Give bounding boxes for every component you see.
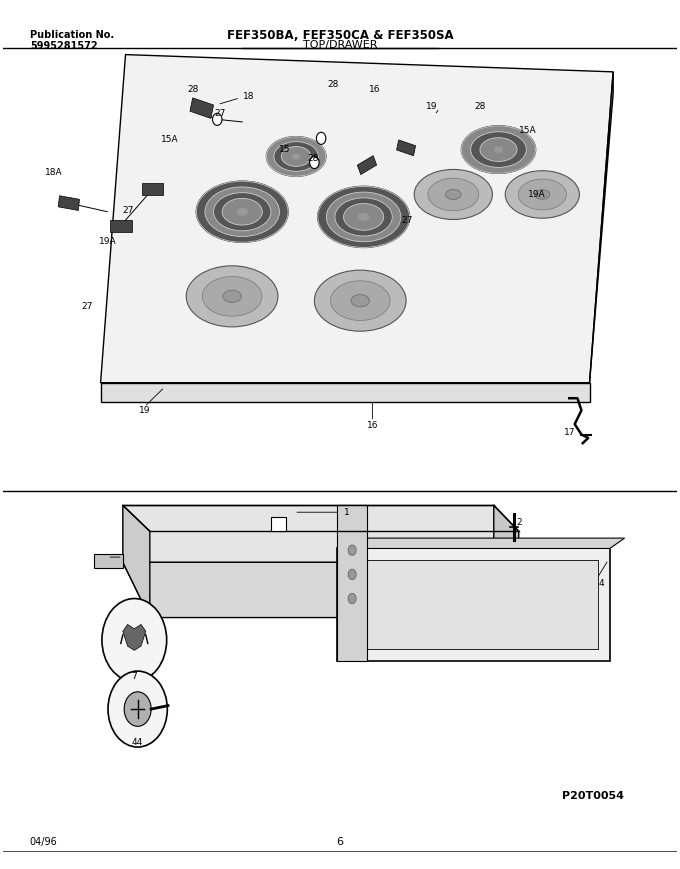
Ellipse shape (223, 290, 241, 302)
Ellipse shape (462, 126, 536, 173)
Ellipse shape (214, 193, 271, 231)
Ellipse shape (202, 276, 262, 316)
Text: 6: 6 (337, 837, 343, 847)
Polygon shape (337, 538, 625, 548)
Polygon shape (350, 560, 598, 648)
Circle shape (102, 599, 167, 681)
Polygon shape (494, 505, 519, 618)
Text: 27: 27 (122, 205, 133, 215)
Text: 18A: 18A (45, 168, 62, 176)
Ellipse shape (335, 198, 392, 236)
Polygon shape (123, 505, 494, 562)
Text: 19A: 19A (99, 236, 116, 246)
Bar (190, 98, 214, 118)
Text: 16: 16 (369, 84, 381, 94)
Ellipse shape (471, 132, 526, 168)
Ellipse shape (330, 281, 390, 321)
Text: 28: 28 (307, 154, 319, 163)
Polygon shape (101, 55, 613, 382)
Ellipse shape (326, 192, 401, 242)
Ellipse shape (505, 170, 579, 218)
Text: 28: 28 (328, 80, 339, 90)
Polygon shape (123, 562, 519, 618)
Text: 4: 4 (599, 579, 605, 587)
Text: 28: 28 (187, 84, 199, 94)
Bar (58, 196, 80, 210)
Ellipse shape (535, 189, 549, 199)
Text: Publication No.: Publication No. (30, 30, 114, 40)
Text: 28: 28 (475, 102, 486, 111)
Bar (271, 517, 286, 531)
Circle shape (316, 132, 326, 144)
Ellipse shape (494, 147, 503, 152)
Text: 1: 1 (344, 507, 350, 517)
Bar (357, 156, 377, 175)
Text: P20T0054: P20T0054 (562, 792, 624, 801)
Ellipse shape (205, 187, 279, 236)
Polygon shape (123, 625, 146, 650)
Text: 19: 19 (139, 406, 150, 415)
Ellipse shape (518, 179, 566, 210)
Text: 27: 27 (402, 216, 413, 225)
Ellipse shape (414, 169, 492, 220)
Bar (396, 140, 415, 156)
Text: 2: 2 (516, 518, 522, 527)
Polygon shape (123, 505, 150, 618)
Text: 15A: 15A (161, 135, 179, 143)
Ellipse shape (351, 295, 369, 307)
Circle shape (309, 156, 319, 169)
Text: 7: 7 (131, 672, 137, 680)
Ellipse shape (314, 270, 406, 331)
Text: 5995281572: 5995281572 (30, 41, 97, 50)
Ellipse shape (267, 136, 326, 176)
Ellipse shape (480, 137, 517, 162)
Text: 19A: 19A (528, 190, 546, 199)
Circle shape (348, 545, 356, 555)
Text: 04/96: 04/96 (30, 837, 58, 847)
Ellipse shape (282, 147, 311, 166)
Text: 16: 16 (367, 421, 378, 430)
Ellipse shape (318, 186, 409, 248)
Ellipse shape (462, 126, 536, 173)
Text: 15: 15 (279, 145, 290, 154)
Ellipse shape (267, 136, 326, 176)
Ellipse shape (318, 186, 409, 248)
Ellipse shape (428, 178, 479, 211)
Text: TOP/DRAWER: TOP/DRAWER (303, 40, 377, 50)
Ellipse shape (197, 182, 288, 242)
Ellipse shape (343, 203, 384, 230)
Text: FEF350BA, FEF350CA & FEF350SA: FEF350BA, FEF350CA & FEF350SA (226, 29, 454, 42)
Circle shape (124, 692, 151, 726)
Polygon shape (590, 72, 613, 382)
Ellipse shape (358, 214, 369, 220)
Bar (110, 220, 132, 232)
Ellipse shape (274, 142, 318, 171)
Text: 27: 27 (214, 109, 226, 118)
Bar (141, 183, 163, 196)
Circle shape (348, 569, 356, 580)
Text: 27: 27 (82, 302, 92, 311)
Ellipse shape (186, 266, 278, 327)
Ellipse shape (293, 155, 299, 159)
Ellipse shape (197, 182, 288, 242)
Circle shape (108, 671, 167, 747)
Polygon shape (337, 505, 367, 660)
Circle shape (348, 594, 356, 604)
Circle shape (213, 113, 222, 125)
Text: 18: 18 (243, 91, 255, 101)
Ellipse shape (237, 209, 248, 216)
Polygon shape (94, 554, 123, 568)
Text: 44: 44 (132, 739, 143, 747)
Text: 17: 17 (564, 428, 575, 437)
Ellipse shape (222, 198, 262, 225)
Text: 15A: 15A (519, 126, 537, 135)
Text: 19: 19 (426, 102, 437, 111)
Ellipse shape (445, 189, 461, 200)
Polygon shape (337, 548, 610, 660)
Polygon shape (101, 382, 590, 401)
